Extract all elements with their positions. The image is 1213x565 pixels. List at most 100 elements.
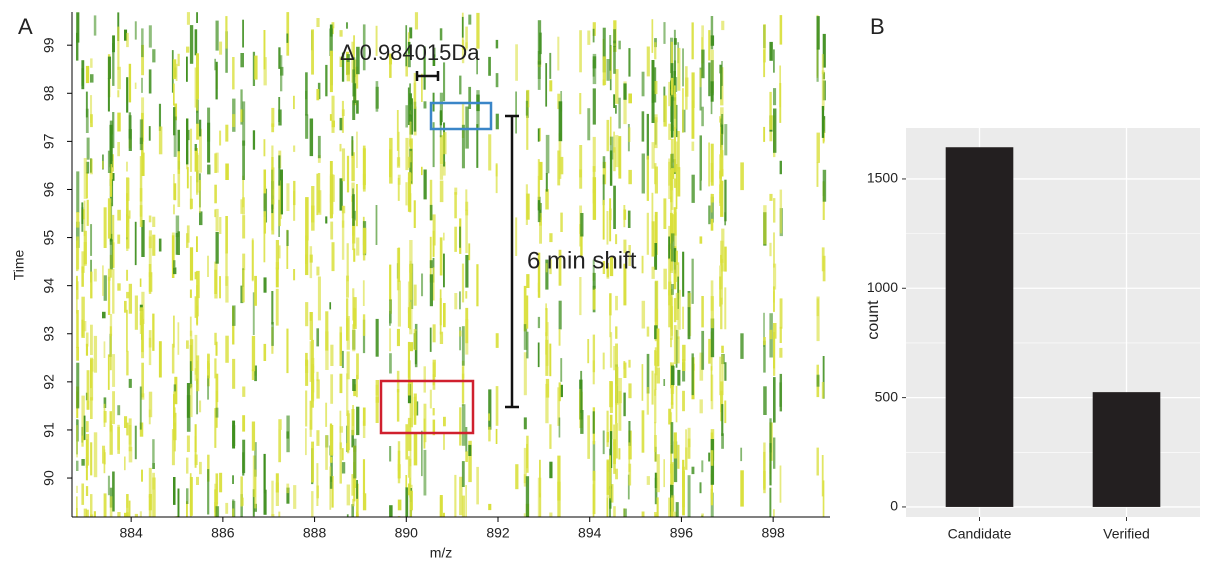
streak bbox=[821, 382, 825, 399]
streak bbox=[699, 135, 702, 181]
streak bbox=[773, 108, 777, 153]
streak bbox=[526, 274, 530, 288]
streak bbox=[465, 307, 469, 344]
streak bbox=[587, 108, 591, 141]
streak bbox=[341, 148, 346, 182]
streak bbox=[465, 189, 468, 211]
streak bbox=[225, 252, 228, 286]
streak bbox=[724, 400, 727, 424]
streak bbox=[339, 117, 343, 131]
streak bbox=[152, 439, 155, 463]
streak bbox=[339, 373, 343, 394]
streak bbox=[407, 307, 411, 328]
streak bbox=[816, 48, 819, 82]
streak bbox=[816, 364, 819, 384]
streak bbox=[439, 180, 444, 203]
streak bbox=[158, 238, 162, 252]
y-tick-label: 95 bbox=[41, 230, 57, 246]
streak bbox=[671, 365, 675, 385]
streak bbox=[763, 24, 766, 63]
streak bbox=[232, 114, 236, 127]
streak bbox=[710, 450, 714, 466]
streak bbox=[186, 340, 189, 349]
streak bbox=[721, 228, 725, 272]
streak bbox=[409, 458, 412, 487]
streak bbox=[316, 371, 319, 382]
streak bbox=[413, 200, 416, 228]
streak bbox=[325, 435, 328, 470]
streak bbox=[186, 56, 188, 82]
streak bbox=[579, 145, 583, 189]
streak bbox=[240, 476, 243, 507]
streak bbox=[316, 89, 320, 101]
streak bbox=[641, 111, 645, 142]
streak bbox=[579, 277, 582, 316]
x-axis-label: m/z bbox=[430, 545, 453, 561]
streak bbox=[331, 476, 334, 508]
streak bbox=[199, 189, 201, 213]
streak bbox=[325, 216, 328, 224]
streak bbox=[720, 150, 724, 177]
streak bbox=[526, 435, 529, 473]
streak bbox=[651, 370, 654, 405]
streak bbox=[329, 161, 333, 203]
streak bbox=[545, 189, 549, 210]
streak bbox=[215, 341, 218, 356]
streak bbox=[93, 432, 98, 478]
streak bbox=[461, 103, 465, 138]
streak bbox=[670, 214, 674, 242]
streak bbox=[523, 417, 527, 430]
streak bbox=[128, 210, 131, 219]
streak bbox=[103, 275, 107, 301]
streak bbox=[148, 126, 151, 141]
streak bbox=[90, 259, 93, 283]
streak bbox=[465, 485, 467, 517]
streak bbox=[362, 459, 366, 494]
streak bbox=[189, 25, 194, 64]
streak bbox=[675, 164, 678, 209]
streak bbox=[654, 350, 656, 366]
streak bbox=[126, 494, 129, 508]
streak bbox=[651, 192, 654, 230]
streak bbox=[225, 216, 228, 254]
streak bbox=[405, 137, 409, 171]
streak bbox=[613, 185, 616, 229]
streak bbox=[558, 133, 562, 179]
streak bbox=[141, 143, 144, 157]
streak bbox=[76, 32, 79, 61]
streak bbox=[219, 130, 222, 146]
streak bbox=[740, 447, 743, 462]
streak bbox=[329, 476, 333, 489]
streak bbox=[189, 361, 192, 389]
streak bbox=[439, 92, 443, 123]
streak bbox=[539, 127, 541, 142]
streak bbox=[495, 73, 499, 88]
streak bbox=[124, 300, 127, 313]
streak bbox=[699, 482, 702, 494]
streak bbox=[773, 232, 776, 268]
streak bbox=[341, 350, 344, 368]
streak bbox=[346, 22, 348, 29]
streak bbox=[189, 198, 193, 209]
streak bbox=[112, 214, 115, 250]
streak bbox=[397, 174, 401, 185]
streak bbox=[215, 506, 220, 517]
streak bbox=[173, 315, 175, 348]
streak bbox=[816, 132, 820, 163]
bar bbox=[945, 147, 1014, 507]
streak bbox=[687, 427, 691, 448]
streak bbox=[432, 47, 436, 58]
streak bbox=[396, 328, 400, 347]
streak bbox=[207, 375, 210, 400]
streak bbox=[413, 396, 417, 425]
streak bbox=[663, 459, 666, 488]
streak bbox=[609, 150, 613, 186]
streak bbox=[429, 389, 432, 409]
streak bbox=[668, 290, 671, 306]
streak bbox=[580, 410, 584, 434]
streak bbox=[214, 209, 217, 218]
streak bbox=[613, 131, 616, 153]
streak bbox=[316, 379, 320, 399]
streak bbox=[816, 16, 820, 50]
streak bbox=[558, 417, 561, 438]
